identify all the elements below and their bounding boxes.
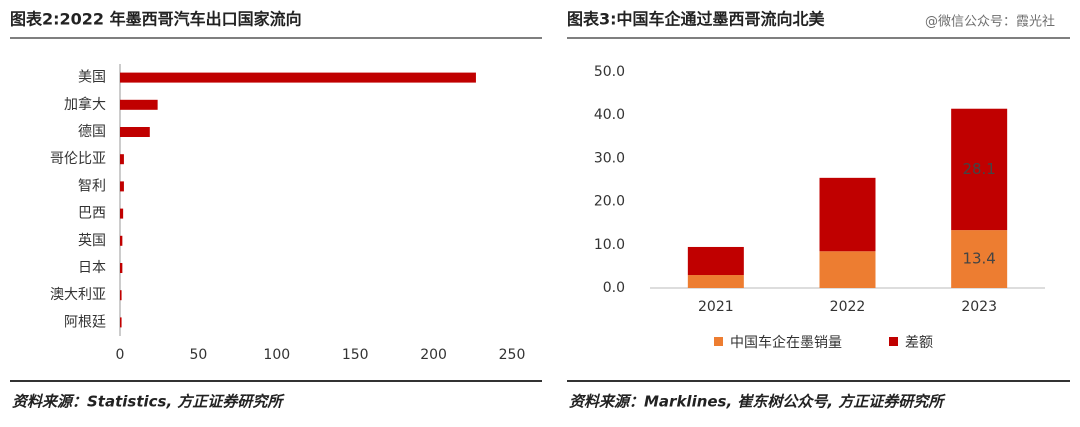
y-tick-label: 40.0 [594,107,625,123]
y-tick-label: 30.0 [594,150,625,166]
y-tick-label: 哥伦比亚 [50,151,106,167]
bar [120,263,123,273]
y-tick-label: 50.0 [594,64,625,80]
source: 资料来源：Statistics, 方正证券研究所 [12,393,285,411]
x-tick-label: 150 [342,347,369,363]
watermark: @微信公众号：霞光社 [925,14,1055,30]
bar [120,290,122,301]
legend-label: 中国车企在墨销量 [730,334,842,351]
x-tick-label: 100 [263,347,290,363]
x-tick-label: 250 [499,347,526,363]
x-tick-label: 200 [420,347,447,363]
bar-segment [819,251,876,288]
x-tick-label: 2022 [830,299,866,315]
bar [120,317,122,328]
y-tick-label: 智利 [78,178,106,194]
bar-segment [951,230,1008,288]
y-tick-label: 日本 [78,260,106,276]
x-tick-label: 2023 [961,299,997,315]
bar [120,72,476,83]
y-tick-label: 巴西 [78,206,106,222]
bar [120,99,158,110]
data-label: 28.1 [962,160,995,178]
chart-title: 图表3:中国车企通过墨西哥流向北美 [567,10,826,29]
y-tick-label: 0.0 [603,280,625,296]
source: 资料来源：Marklines, 崔东树公众号, 方正证券研究所 [569,393,946,411]
chart-title: 图表2:2022 年墨西哥汽车出口国家流向 [10,10,302,29]
legend-swatch [889,337,898,346]
data-label: 13.4 [962,250,995,268]
bar-segment [687,275,744,288]
bar-segment [951,108,1008,231]
y-tick-label: 加拿大 [64,96,106,113]
x-tick-label: 50 [189,347,207,363]
x-tick-label: 2021 [698,299,734,315]
bar [120,208,124,219]
y-tick-label: 德国 [78,124,106,140]
y-tick-label: 20.0 [594,194,625,210]
bar-segment [687,246,744,276]
y-tick-label: 英国 [78,232,106,249]
bar [120,235,123,246]
bar [120,154,124,165]
y-tick-label: 美国 [78,70,106,86]
bar-segment [819,177,876,252]
x-tick-label: 0 [116,347,125,363]
y-tick-label: 10.0 [594,237,625,253]
bar [120,181,124,192]
legend-label: 差额 [905,335,933,351]
y-tick-label: 阿根廷 [64,314,106,330]
y-tick-label: 澳大利亚 [50,287,106,303]
legend-swatch [714,337,723,346]
bar [120,127,150,137]
